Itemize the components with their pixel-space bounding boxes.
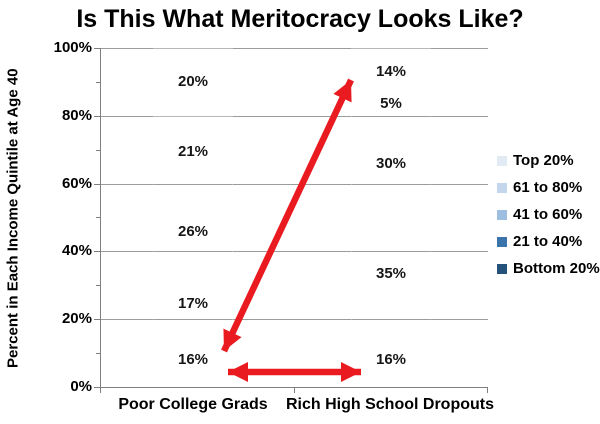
legend: Top 20% 61 to 80% 41 to 60% 21 to 40% Bo… — [497, 152, 600, 287]
legend-swatch — [497, 182, 507, 193]
legend-label: 41 to 60% — [513, 206, 583, 223]
y-tick-label: 100% — [53, 39, 92, 56]
y-minor-tick — [96, 353, 100, 354]
gridline — [100, 48, 488, 49]
bar-segment-bottom20: 16% — [351, 333, 431, 387]
bar-rich-hs-dropouts: 14% 5% 30% 35% 16% — [351, 48, 431, 387]
segment-label: 16% — [177, 351, 209, 369]
bar-segment-top20: 20% — [153, 48, 233, 116]
y-tick-label: 40% — [61, 242, 92, 259]
legend-swatch — [497, 209, 507, 220]
legend-swatch — [497, 263, 507, 274]
y-minor-tick — [96, 217, 100, 218]
bar-segment-61to80: 5% — [351, 95, 431, 112]
legend-label: 21 to 40% — [513, 233, 583, 250]
segment-label: 17% — [177, 295, 209, 313]
y-tick-label: 20% — [61, 310, 92, 327]
y-minor-tick — [96, 285, 100, 286]
y-major-tick — [94, 48, 100, 49]
segment-label: 14% — [375, 63, 407, 81]
bar-poor-college-grads: 20% 21% 26% 17% 16% — [153, 48, 233, 387]
y-major-tick — [94, 387, 100, 388]
legend-swatch — [497, 236, 507, 247]
legend-item-bottom20: Bottom 20% — [497, 260, 600, 277]
segment-label: 30% — [375, 154, 407, 172]
legend-label: Bottom 20% — [513, 260, 600, 277]
legend-item-41to60: 41 to 60% — [497, 206, 600, 223]
y-major-tick — [94, 319, 100, 320]
legend-item-21to40: 21 to 40% — [497, 233, 600, 250]
segment-label: 35% — [375, 264, 407, 282]
bar-segment-21to40: 35% — [351, 214, 431, 333]
bar-segment-41to60: 30% — [351, 112, 431, 214]
bar-segment-21to40: 17% — [153, 275, 233, 333]
y-major-tick — [94, 184, 100, 185]
chart-title: Is This What Meritocracy Looks Like? — [76, 5, 524, 33]
segment-label: 16% — [375, 351, 407, 369]
bar-segment-bottom20: 16% — [153, 333, 233, 387]
legend-item-61to80: 61 to 80% — [497, 179, 600, 196]
legend-label: 61 to 80% — [513, 179, 583, 196]
y-tick-label: 60% — [61, 175, 92, 192]
y-minor-tick — [96, 150, 100, 151]
x-axis-tick — [487, 387, 488, 393]
y-axis-line — [100, 48, 101, 387]
legend-label: Top 20% — [513, 152, 574, 169]
y-major-tick — [94, 251, 100, 252]
category-label-rich-hs-dropouts: Rich High School Dropouts — [286, 396, 494, 413]
bar-segment-61to80: 21% — [153, 116, 233, 187]
bar-segment-top20: 14% — [351, 48, 431, 95]
segment-label: 21% — [177, 142, 209, 160]
x-axis-tick — [100, 387, 101, 393]
segment-label: 5% — [380, 95, 402, 113]
y-major-tick — [94, 116, 100, 117]
y-tick-label: 80% — [61, 107, 92, 124]
y-minor-tick — [96, 82, 100, 83]
x-axis-line — [100, 387, 488, 388]
segment-label: 26% — [177, 222, 209, 240]
legend-swatch — [497, 155, 507, 166]
segment-label: 20% — [177, 73, 209, 91]
x-axis-tick — [294, 387, 295, 393]
category-label-poor-college-grads: Poor College Grads — [118, 396, 268, 413]
legend-item-top20: Top 20% — [497, 152, 600, 169]
bar-segment-41to60: 26% — [153, 187, 233, 275]
y-tick-label: 0% — [70, 378, 92, 395]
y-axis-title: Percent in Each Income Quintile at Age 4… — [4, 68, 22, 368]
